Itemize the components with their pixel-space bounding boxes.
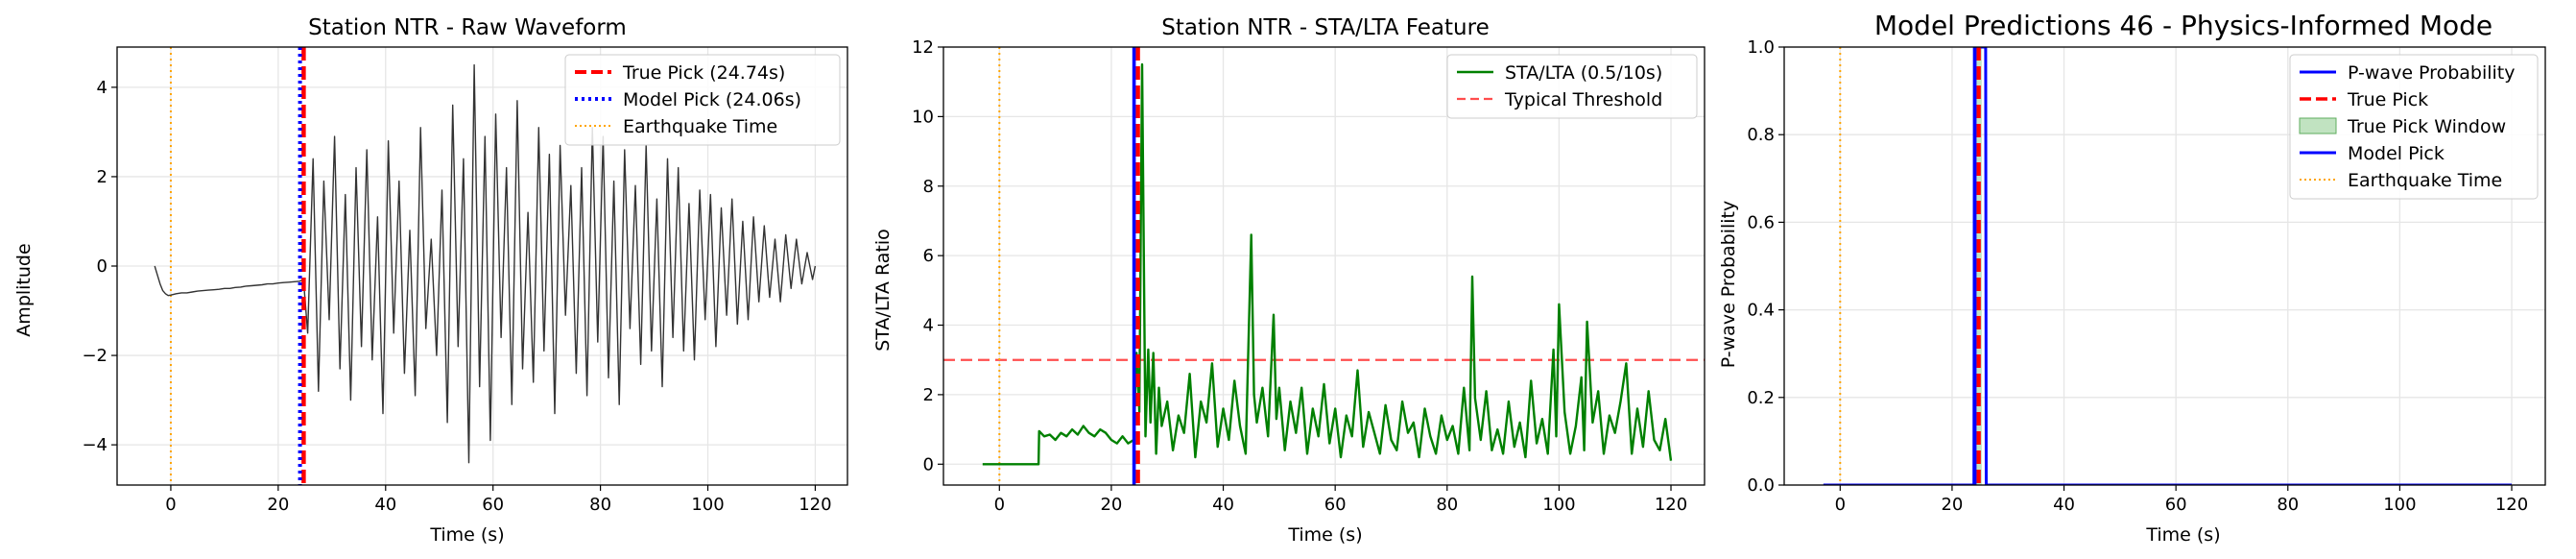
- y-tick-label: 2: [97, 167, 107, 187]
- y-tick-label: −2: [82, 346, 107, 366]
- x-tick-label: 0: [165, 495, 176, 515]
- y-tick-label: 8: [923, 177, 934, 197]
- legend: True Pick (24.74s) Model Pick (24.06s) Ear…: [564, 54, 841, 146]
- x-tick-label: 0: [994, 495, 1005, 515]
- x-tick-label: 20: [1100, 495, 1122, 515]
- y-tick-label: 6: [923, 246, 934, 266]
- series-line: [154, 63, 817, 464]
- legend-label: Typical Threshold: [1504, 89, 1662, 110]
- legend-box: [1446, 54, 1698, 119]
- x-tick-label: 0: [1835, 495, 1846, 515]
- ylabel-waveform: Amplitude: [13, 243, 35, 336]
- legend-swatch: [2299, 117, 2337, 134]
- legend-box: [564, 54, 841, 146]
- axes-2: 0 20 40 60 80 100 120 0.0 0.2 0.4 0.6 0.8 1.0 P-wave …: [1747, 37, 2546, 515]
- legend: P-wave Probability True Pick True Pick Win…: [2289, 54, 2539, 200]
- axes-0: 0 20 40 60 80 100 120 −4 −2 0 2 4 True Pick (24.74s)…: [82, 46, 848, 515]
- x-tick-label: 100: [1542, 495, 1575, 515]
- x-tick-label: 120: [1655, 495, 1687, 515]
- x-tick-label: 100: [691, 495, 724, 515]
- y-tick-label: 0.2: [1747, 388, 1775, 408]
- x-tick-label: 40: [2053, 495, 2075, 515]
- legend-label: STA/LTA (0.5/10s): [1505, 62, 1662, 84]
- y-tick-label: 0: [97, 256, 107, 277]
- x-tick-label: 40: [374, 495, 396, 515]
- panel-stalta: Station NTR - STA/LTA Feature Time (s) S…: [872, 15, 1490, 546]
- title-waveform: Station NTR - Raw Waveform: [308, 15, 627, 40]
- legend-label: Model Pick (24.06s): [623, 89, 801, 110]
- y-tick-label: −4: [82, 435, 107, 455]
- y-tick-label: 12: [912, 37, 934, 58]
- plot-area: [154, 47, 817, 485]
- panel-predictions: Model Predictions 46 - Physics-Informed …: [1718, 10, 2493, 546]
- x-tick-label: 20: [1941, 495, 1963, 515]
- y-tick-label: 0: [923, 454, 934, 474]
- legend-label: P-wave Probability: [2348, 62, 2516, 84]
- ylabel-predictions: P-wave Probability: [1718, 201, 1739, 369]
- x-tick-label: 120: [799, 495, 831, 515]
- y-tick-label: 1.0: [1747, 37, 1775, 58]
- x-tick-label: 60: [1324, 495, 1347, 515]
- plot-area: [1823, 47, 2512, 485]
- y-tick-label: 0.8: [1747, 125, 1775, 145]
- x-tick-label: 120: [2495, 495, 2528, 515]
- y-tick-label: 4: [923, 316, 934, 336]
- x-tick-label: 60: [482, 495, 504, 515]
- legend-label: True Pick Window: [2347, 116, 2506, 137]
- axes-1: 0 20 40 60 80 100 120 0 2 4 6 8 10 12 STA/LTA (0.5/10s…: [912, 37, 1705, 515]
- legend-label: Earthquake Time: [2348, 170, 2502, 191]
- y-tick-label: 10: [912, 107, 934, 127]
- axes-frame: [942, 46, 1705, 486]
- plot-area: [943, 47, 1705, 485]
- title-stalta: Station NTR - STA/LTA Feature: [1161, 15, 1489, 40]
- y-tick-label: 4: [97, 78, 107, 98]
- y-tick-label: 2: [923, 385, 934, 405]
- xlabel-stalta: Time (s): [1287, 524, 1362, 546]
- axes-frame: [116, 46, 848, 486]
- y-tick-label: 0.4: [1747, 301, 1775, 321]
- title-predictions: Model Predictions 46 - Physics-Informed …: [1874, 10, 2493, 41]
- x-tick-label: 20: [267, 495, 289, 515]
- x-tick-label: 60: [2165, 495, 2187, 515]
- legend-label: True Pick: [2347, 89, 2428, 110]
- xlabel-predictions: Time (s): [2145, 524, 2220, 546]
- legend-label: Model Pick: [2348, 143, 2445, 164]
- x-tick-label: 80: [589, 495, 611, 515]
- legend-label: Earthquake Time: [623, 116, 777, 137]
- y-tick-label: 0.0: [1747, 475, 1775, 496]
- legend: STA/LTA (0.5/10s) Typical Threshold: [1446, 54, 1698, 119]
- x-tick-label: 100: [2383, 495, 2416, 515]
- x-tick-label: 80: [1436, 495, 1458, 515]
- x-tick-label: 80: [2277, 495, 2299, 515]
- legend-label: True Pick (24.74s): [622, 62, 785, 84]
- ylabel-stalta: STA/LTA Ratio: [872, 229, 894, 352]
- axes-frame: [1783, 46, 2546, 486]
- x-tick-label: 40: [1212, 495, 1234, 515]
- series-line: [982, 62, 1673, 466]
- legend-box: [2289, 54, 2539, 200]
- panel-waveform: Station NTR - Raw Waveform Time (s) Ampl…: [13, 15, 627, 546]
- xlabel-waveform: Time (s): [429, 524, 504, 546]
- y-tick-label: 0.6: [1747, 212, 1775, 232]
